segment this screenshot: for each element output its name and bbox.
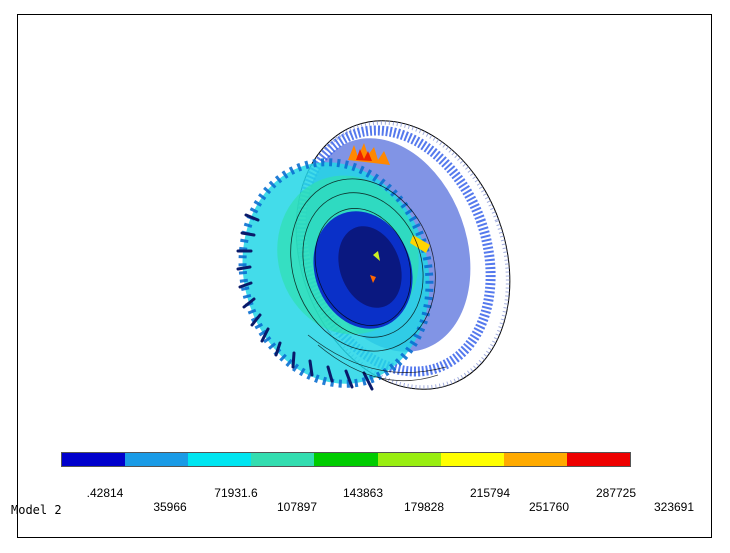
legend-swatch [62,453,126,466]
legend-tick-top: 287725 [595,486,637,500]
legend-tick-bottom: 323691 [653,500,695,514]
legend-swatch [440,453,504,466]
legend-swatch [125,453,189,466]
plot-frame [17,14,712,538]
color-legend-bar [61,452,631,467]
legend-swatch [377,453,441,466]
legend-tick-bottom: 35966 [153,500,187,514]
legend-tick-top: 215794 [469,486,511,500]
legend-tick-bottom: 107897 [276,500,318,514]
legend-tick-bottom: 251760 [528,500,570,514]
legend-swatch [503,453,567,466]
legend-swatch [566,453,630,466]
model-viewport[interactable] [18,15,711,537]
legend-tick-bottom: 179828 [403,500,445,514]
legend-swatch [314,453,378,466]
legend-swatch [188,453,252,466]
legend-tick-top: 71931.6 [214,486,258,500]
legend-tick-top: 143863 [342,486,384,500]
contour-lines [290,178,447,382]
model-label: Model 2 [11,503,62,517]
legend-swatch [251,453,315,466]
wheel-spikes [236,213,374,391]
legend-tick-top: .42814 [86,486,124,500]
spiked-wheel [238,158,434,388]
hot-spot [348,143,390,165]
